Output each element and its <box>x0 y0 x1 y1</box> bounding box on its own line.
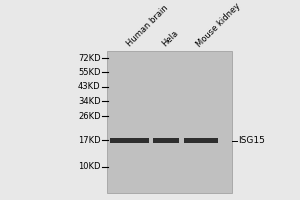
Text: 34KD: 34KD <box>78 97 101 106</box>
Text: 17KD: 17KD <box>78 136 101 145</box>
Text: Human brain: Human brain <box>124 3 170 49</box>
Text: Hela: Hela <box>160 29 180 49</box>
Bar <box>110 138 148 143</box>
Text: ISG15: ISG15 <box>238 136 265 145</box>
Bar <box>107 51 232 193</box>
Bar <box>153 138 179 143</box>
Text: Mouse kidney: Mouse kidney <box>195 1 242 49</box>
Text: 26KD: 26KD <box>78 112 101 121</box>
Text: 10KD: 10KD <box>78 162 101 171</box>
Text: 72KD: 72KD <box>78 54 101 63</box>
Text: 43KD: 43KD <box>78 82 101 91</box>
Bar <box>184 138 218 143</box>
Text: 55KD: 55KD <box>78 68 101 77</box>
